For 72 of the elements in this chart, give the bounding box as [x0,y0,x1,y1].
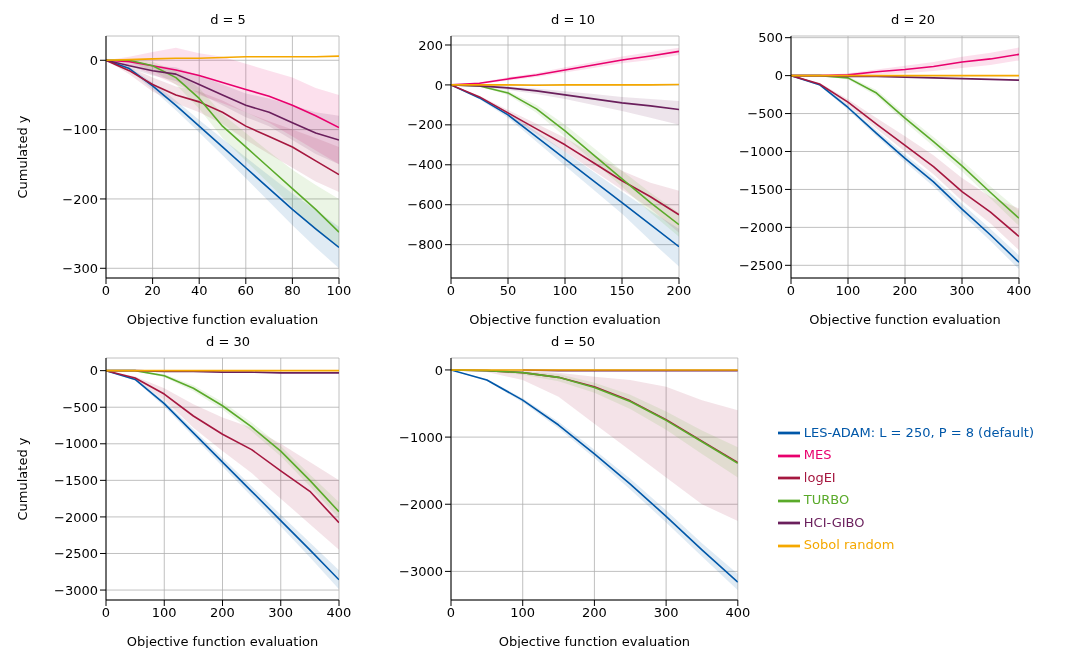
x-tick-label: 200 [210,605,235,621]
x-tick-label: 200 [581,605,607,621]
chart-title: d = 50 [550,334,596,349]
y-tick-label: −200 [407,117,443,133]
legend-label: TURBO [803,492,850,507]
x-tick-label: 200 [666,283,692,299]
y-tick-label: −500 [62,399,98,415]
y-axis-title: Cumulated y [14,437,30,521]
x-tick-label: 50 [499,283,517,299]
y-tick-label: −600 [407,197,443,213]
y-tick-label: −1500 [739,182,783,198]
x-tick-label: 0 [101,605,111,621]
x-axis-title: Objective function evaluation [126,634,319,649]
y-tick-label: −2500 [54,546,98,562]
legend-label: MES [803,447,832,462]
x-tick-label: 0 [446,283,456,299]
x-tick-label: 0 [101,283,111,299]
y-tick-label: 0 [89,52,98,68]
x-tick-label: 100 [326,283,352,299]
y-tick-label: −500 [747,106,783,122]
x-tick-label: 300 [653,605,679,621]
x-axis-title: Objective function evaluation [469,312,661,327]
y-tick-label: −100 [62,122,98,138]
legend-label: LES-ADAM: L = 250, P = 8 (default) [803,424,1034,440]
y-tick-label: −2000 [54,509,98,525]
y-tick-label: −300 [62,260,98,276]
y-tick-label: 500 [758,30,783,46]
x-tick-label: 300 [949,283,975,299]
legend-label: logEI [803,469,836,485]
x-tick-label: 200 [892,283,918,299]
x-tick-label: 400 [725,605,751,621]
y-tick-label: 0 [434,77,443,93]
y-tick-label: −2000 [739,220,783,235]
x-tick-label: 60 [237,283,255,299]
y-tick-label: −200 [62,191,98,207]
x-tick-label: 300 [268,605,294,621]
y-tick-label: −1000 [399,429,443,445]
x-axis-title: Objective function evaluation [498,634,691,649]
y-tick-label: −1000 [54,436,98,452]
y-tick-label: 0 [89,363,98,379]
chart-title: d = 10 [550,12,596,27]
x-axis-title: Objective function evaluation [126,312,319,327]
x-tick-label: 100 [835,283,861,299]
y-tick-label: 0 [434,362,443,378]
y-tick-label: 0 [774,68,783,84]
x-tick-label: 150 [609,283,635,299]
x-tick-label: 0 [786,283,796,299]
x-tick-label: 400 [1006,283,1032,299]
y-tick-label: −2500 [739,257,783,273]
x-tick-label: 100 [151,605,177,621]
y-tick-label: −3000 [54,582,98,598]
y-tick-label: −1500 [54,472,98,488]
chart-title: d = 5 [209,12,247,27]
x-tick-label: 100 [552,283,578,299]
x-tick-label: 100 [510,605,536,621]
x-tick-label: 0 [446,605,456,621]
x-axis-title: Objective function evaluation [809,312,1001,327]
chart-title: d = 30 [205,334,251,349]
y-tick-label: −400 [407,157,443,173]
x-tick-label: 40 [190,283,208,299]
x-tick-label: 80 [284,283,301,299]
y-axis-title: Cumulated y [14,115,30,199]
y-tick-label: 200 [418,37,443,53]
x-tick-label: 400 [326,605,352,621]
legend-label: HCI-GIBO [803,514,865,530]
y-tick-label: −2000 [399,496,443,512]
y-tick-label: −3000 [399,564,443,580]
chart-title: d = 20 [890,12,936,27]
legend-label: Sobol random [803,537,895,552]
x-tick-label: 20 [144,283,161,299]
y-tick-label: −800 [407,237,443,253]
y-tick-label: −1000 [739,144,783,160]
